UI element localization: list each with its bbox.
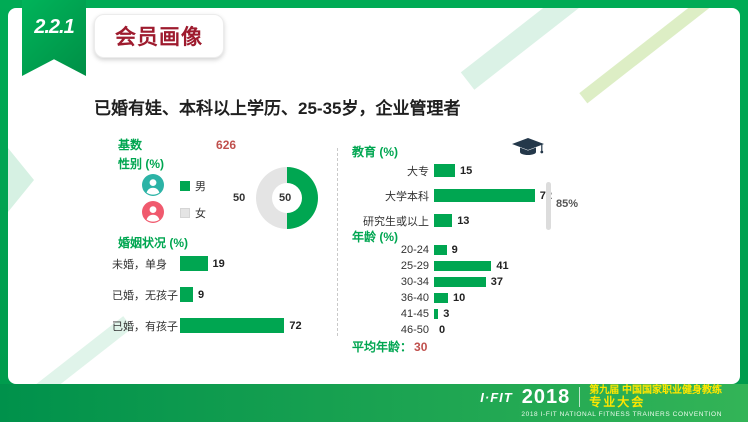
bar-category-label: 30-34 — [400, 276, 429, 288]
bar-category-label: 已婚，有孩子 — [112, 320, 178, 333]
bar-value: 3 — [443, 308, 450, 320]
bar-row: 20-24 9 — [352, 242, 592, 258]
section-ribbon: 2.2.1 — [22, 0, 86, 76]
bar — [434, 189, 535, 202]
education-section-label: 教育 (%) — [352, 145, 398, 159]
bar-row: 大专 15 — [352, 158, 592, 183]
bar-category-label: 41-45 — [400, 308, 429, 320]
footer-title-cn: 第九届 中国国家职业健身教练 专业大会 — [589, 385, 722, 410]
footer-title-cn-line2: 专业大会 — [589, 395, 646, 410]
bar — [434, 214, 453, 227]
bar-category-label: 20-24 — [400, 244, 429, 256]
average-age: 平均年龄： 30 — [352, 338, 427, 355]
average-age-value: 30 — [414, 339, 428, 354]
bar-category-label: 36-40 — [400, 292, 429, 304]
bar — [180, 256, 208, 271]
bar-value: 10 — [453, 292, 466, 304]
bar-category-label: 大学本科 — [385, 190, 429, 203]
headline: 已婚有娃、本科以上学历、25-35岁，企业管理者 — [94, 99, 461, 118]
bar-value: 37 — [490, 276, 504, 288]
bar-value: 13 — [457, 214, 470, 227]
legend-swatch-male — [180, 181, 190, 191]
age-section-label: 年龄 (%) — [352, 230, 398, 244]
bar-value: 0 — [439, 324, 446, 336]
footer-logo: I·FIT — [480, 389, 513, 405]
legend-male: 男 — [180, 178, 206, 194]
age-chart: 20-24 9 25-29 41 30-34 37 36-40 10 41-45 3 46-50 0 — [352, 242, 592, 338]
footer-band — [0, 384, 748, 422]
footer-separator — [579, 387, 581, 408]
base-label: 基数 — [118, 138, 143, 152]
bar-category-label: 研究生或以上 — [363, 215, 429, 228]
legend-swatch-female — [180, 208, 190, 218]
legend-male-label: 男 — [195, 181, 206, 193]
base-value: 626 — [216, 137, 237, 152]
bar-category-label: 未婚，单身 — [112, 258, 167, 271]
bar-value: 9 — [451, 244, 458, 256]
gender-section-label: 性别 (%) — [118, 157, 164, 171]
bar-row: 36-40 10 — [352, 290, 592, 306]
decor-stripe-top-right-2 — [579, 8, 740, 104]
bar-row: 已婚，无孩子 9 — [112, 279, 342, 310]
footer-row: I·FIT 2018 第九届 中国国家职业健身教练 专业大会 — [480, 385, 722, 410]
slide-title-box: 会员画像 — [94, 14, 224, 58]
footer-year: 2018 — [521, 385, 571, 408]
bar-value: 41 — [496, 260, 509, 272]
bar — [434, 277, 486, 287]
female-avatar-icon — [142, 201, 164, 223]
slide-title: 会员画像 — [115, 26, 203, 49]
bar-value: 15 — [460, 164, 473, 177]
footer-title-cn-line1: 第九届 中国国家职业健身教练 — [589, 384, 722, 396]
education-annotation: 85% — [556, 198, 579, 210]
bar-category-label: 已婚，无孩子 — [112, 289, 178, 302]
base-row: 基数 626 — [118, 136, 236, 153]
column-divider — [337, 148, 338, 336]
bar — [180, 318, 285, 333]
education-annotation-bracket — [546, 182, 551, 230]
bar-row: 46-50 0 — [352, 322, 592, 338]
average-age-label: 平均年龄： — [352, 340, 413, 354]
bar-row: 研究生或以上 13 — [352, 208, 592, 233]
bar — [434, 164, 455, 177]
bar-value: 72 — [289, 319, 302, 332]
bar-category-label: 46-50 — [400, 324, 429, 336]
bar-row: 25-29 41 — [352, 258, 592, 274]
bar — [434, 309, 439, 319]
male-avatar-icon — [142, 174, 164, 196]
bar-category-label: 大专 — [407, 165, 429, 178]
bar — [434, 261, 492, 271]
marital-chart: 未婚，单身 19 已婚，无孩子 9 已婚，有孩子 72 — [112, 248, 342, 341]
donut-value-male: 50 — [279, 192, 292, 204]
bar-value: 19 — [212, 257, 225, 270]
slide-background — [8, 8, 740, 384]
bar-row: 未婚，单身 19 — [112, 248, 342, 279]
slide-number: 2.2.1 — [34, 16, 74, 38]
legend-female: 女 — [180, 205, 206, 221]
bar — [180, 287, 194, 302]
bar-row: 41-45 3 — [352, 306, 592, 322]
bar-row: 30-34 37 — [352, 274, 592, 290]
footer-title-en: 2018 I-FIT NATIONAL FITNESS TRAINERS CON… — [521, 411, 722, 418]
education-chart: 大专15大学本科72研究生或以上13 — [352, 158, 592, 233]
gender-donut — [256, 167, 318, 229]
bar — [434, 293, 448, 303]
decor-chevron-left — [8, 148, 34, 212]
bar-value: 9 — [198, 288, 205, 301]
marital-section-label: 婚姻状况 (%) — [118, 236, 188, 250]
footer: I·FIT 2018 第九届 中国国家职业健身教练 专业大会 2018 I-FI… — [480, 385, 722, 418]
donut-value-female: 50 — [233, 192, 246, 204]
legend-female-label: 女 — [195, 208, 206, 220]
bar — [434, 245, 447, 255]
bar-row: 已婚，有孩子 72 — [112, 310, 342, 341]
graduation-cap-icon — [512, 138, 544, 158]
bar-category-label: 25-29 — [400, 260, 429, 272]
